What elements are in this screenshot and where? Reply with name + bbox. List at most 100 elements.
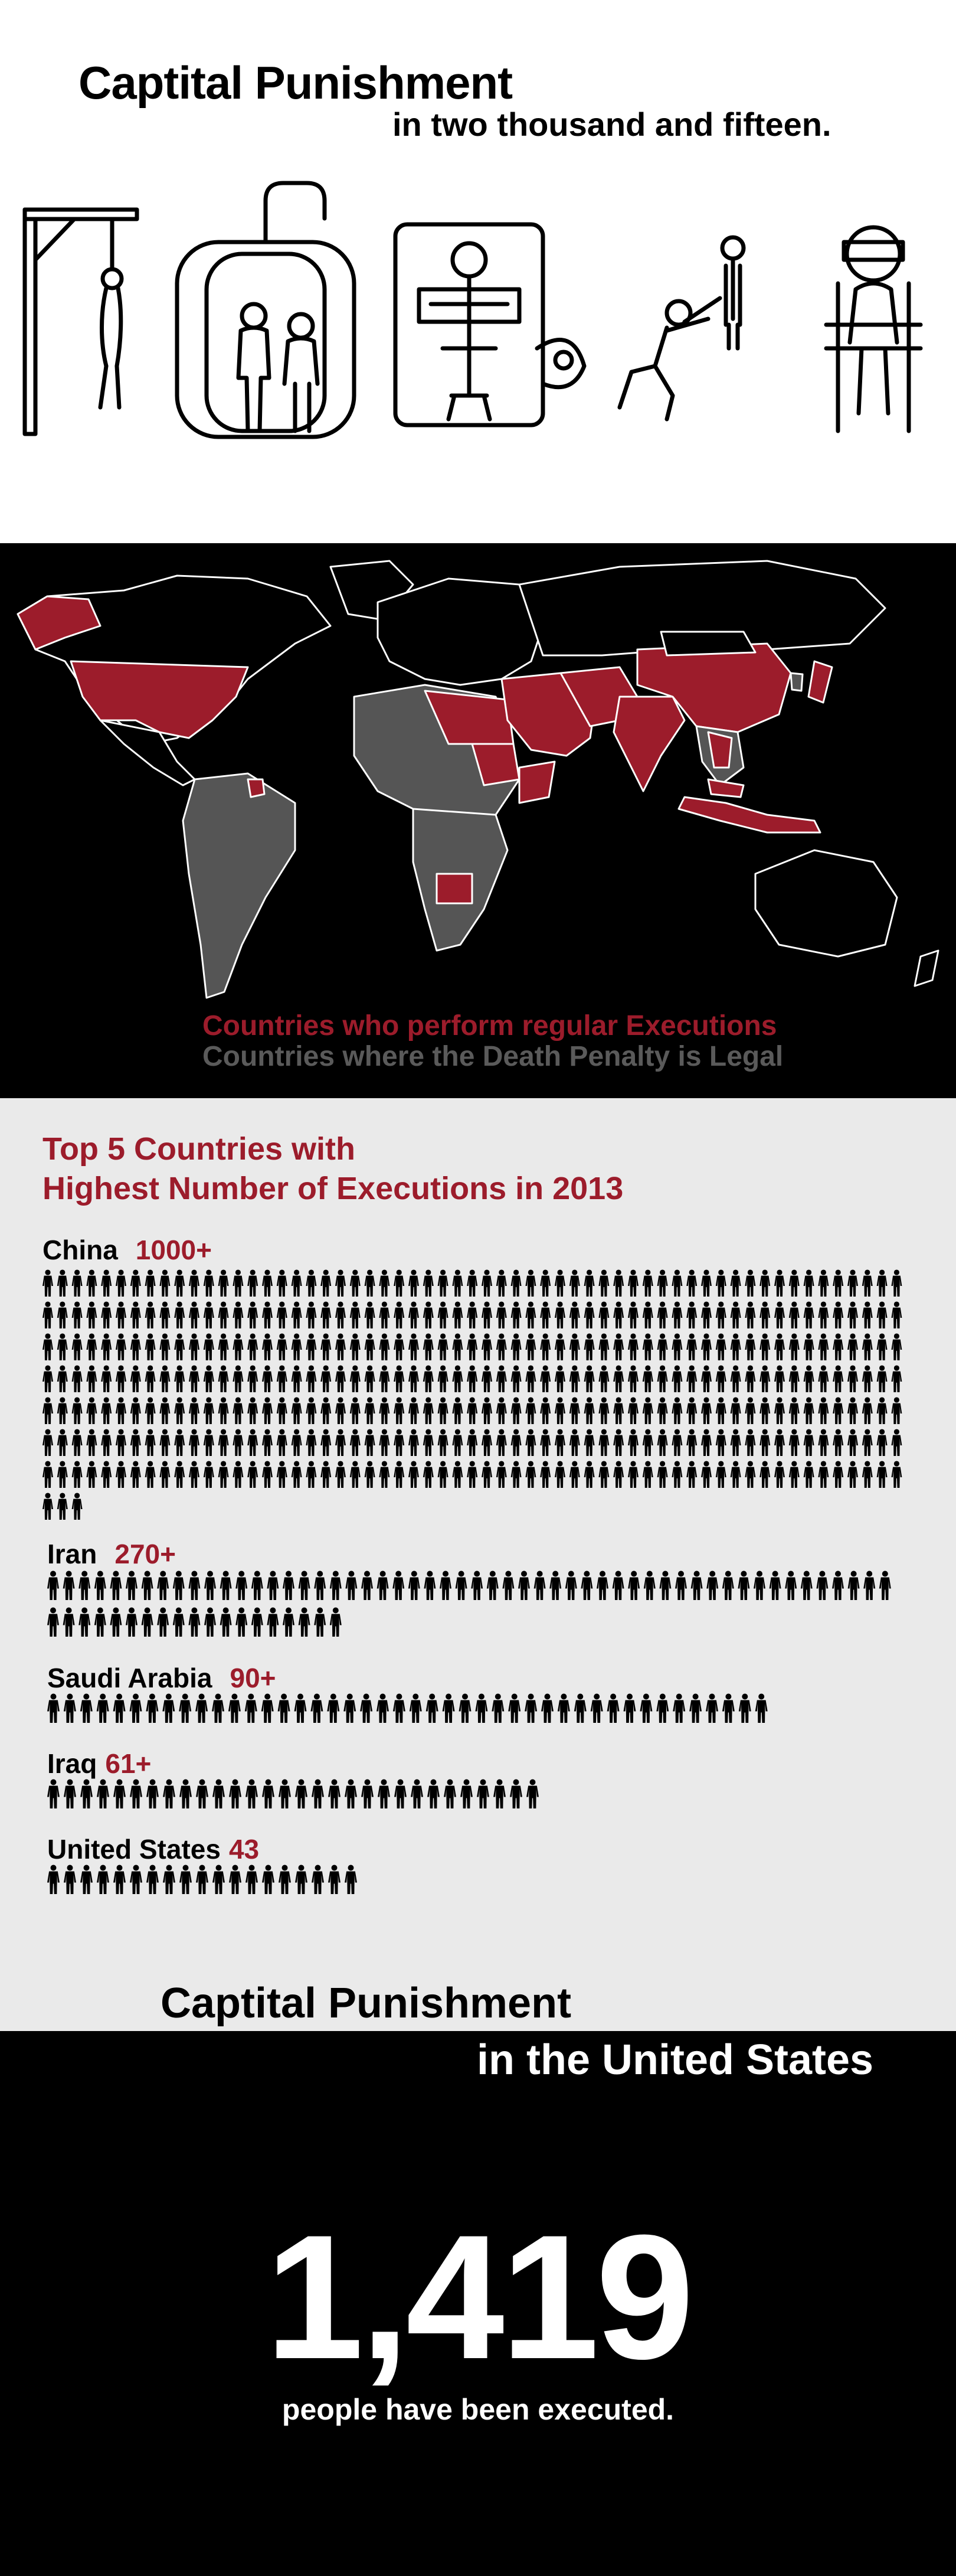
person-figure xyxy=(320,1461,332,1488)
person-figure xyxy=(130,1365,141,1392)
person-figure xyxy=(116,1333,126,1360)
person-figure xyxy=(847,1397,858,1424)
person-figure xyxy=(306,1301,317,1328)
person-figure xyxy=(510,1461,522,1488)
person-figure xyxy=(584,1461,595,1488)
person-figure xyxy=(174,1429,185,1456)
person-figure xyxy=(862,1269,873,1297)
person-figure xyxy=(57,1429,68,1456)
person-figure xyxy=(540,1269,551,1297)
person-figure xyxy=(788,1365,800,1392)
person-figure xyxy=(320,1301,332,1328)
person-figure xyxy=(295,1779,307,1808)
person-figure xyxy=(613,1301,624,1328)
person-figure xyxy=(220,1571,232,1600)
person-figure xyxy=(130,1397,141,1424)
person-figure xyxy=(306,1269,317,1297)
person-figure xyxy=(437,1333,448,1360)
person-figure xyxy=(891,1301,902,1328)
person-figure xyxy=(179,1779,192,1808)
person-figure xyxy=(57,1397,68,1424)
person-figure xyxy=(364,1429,375,1456)
country-name: Iraq xyxy=(47,1748,97,1779)
top5-title-line2: Highest Number of Executions in 2013 xyxy=(42,1171,624,1206)
hero-section: Captital Punishment in two thousand and … xyxy=(0,0,956,543)
person-figure xyxy=(555,1365,565,1392)
person-figure xyxy=(116,1397,126,1424)
person-figure xyxy=(251,1571,263,1600)
map-country-europe xyxy=(376,577,544,686)
person-figure xyxy=(189,1429,199,1456)
person-figure xyxy=(71,1301,83,1328)
person-figure xyxy=(482,1301,492,1328)
person-figure xyxy=(86,1397,97,1424)
person-figure xyxy=(686,1429,698,1456)
person-figure xyxy=(672,1429,683,1456)
person-figure xyxy=(267,1607,279,1637)
person-figure xyxy=(482,1429,492,1456)
person-figure xyxy=(113,1865,126,1894)
person-figure xyxy=(195,1693,208,1723)
person-figure xyxy=(244,1693,257,1723)
person-figure xyxy=(774,1429,785,1456)
person-figure xyxy=(833,1397,844,1424)
person-figure xyxy=(706,1693,718,1723)
person-figure xyxy=(598,1365,610,1392)
person-figure xyxy=(146,1693,159,1723)
person-figure xyxy=(803,1301,814,1328)
person-figure xyxy=(686,1461,698,1488)
person-figure xyxy=(394,1461,405,1488)
person-figure xyxy=(379,1429,390,1456)
person-figure xyxy=(540,1365,551,1392)
person-figure xyxy=(569,1365,580,1392)
person-figure xyxy=(847,1461,858,1488)
person-figure xyxy=(80,1779,93,1808)
person-figure xyxy=(510,1269,522,1297)
person-figure xyxy=(555,1429,565,1456)
person-figure xyxy=(690,1571,703,1600)
person-figure xyxy=(455,1571,467,1600)
person-figure xyxy=(179,1693,192,1723)
person-figure xyxy=(218,1461,229,1488)
person-figure xyxy=(533,1571,546,1600)
person-figure xyxy=(394,1397,405,1424)
person-figure xyxy=(203,1333,214,1360)
person-figure xyxy=(788,1429,800,1456)
person-figure xyxy=(86,1365,97,1392)
person-figure xyxy=(642,1461,653,1488)
person-figure xyxy=(467,1301,478,1328)
person-figure xyxy=(57,1301,68,1328)
person-figure xyxy=(689,1693,702,1723)
person-figure xyxy=(730,1429,741,1456)
person-figure xyxy=(364,1461,375,1488)
person-figure xyxy=(145,1429,156,1456)
person-figure xyxy=(833,1269,844,1297)
person-figure xyxy=(701,1461,712,1488)
person-figure xyxy=(540,1333,551,1360)
person-figure xyxy=(379,1333,390,1360)
person-figure xyxy=(715,1333,726,1360)
person-figure xyxy=(63,1693,76,1723)
person-figure xyxy=(276,1301,287,1328)
person-figure xyxy=(78,1607,91,1637)
person-figure xyxy=(80,1693,93,1723)
person-figure xyxy=(569,1269,580,1297)
person-figure xyxy=(613,1333,624,1360)
person-figure xyxy=(686,1301,698,1328)
person-figure xyxy=(862,1461,873,1488)
person-figure xyxy=(57,1333,68,1360)
person-figure xyxy=(86,1461,97,1488)
map-country-mongolia xyxy=(660,631,757,657)
person-figure xyxy=(475,1693,488,1723)
country-value: 43 xyxy=(228,1834,260,1865)
person-figure xyxy=(459,1693,472,1723)
person-figure xyxy=(541,1693,554,1723)
person-figure xyxy=(110,1607,122,1637)
person-figure xyxy=(101,1429,112,1456)
person-figure xyxy=(833,1365,844,1392)
person-figure xyxy=(876,1365,888,1392)
person-figure xyxy=(584,1365,595,1392)
electric-chair-icon xyxy=(824,225,923,433)
person-figure xyxy=(525,1365,536,1392)
person-figure xyxy=(467,1429,478,1456)
